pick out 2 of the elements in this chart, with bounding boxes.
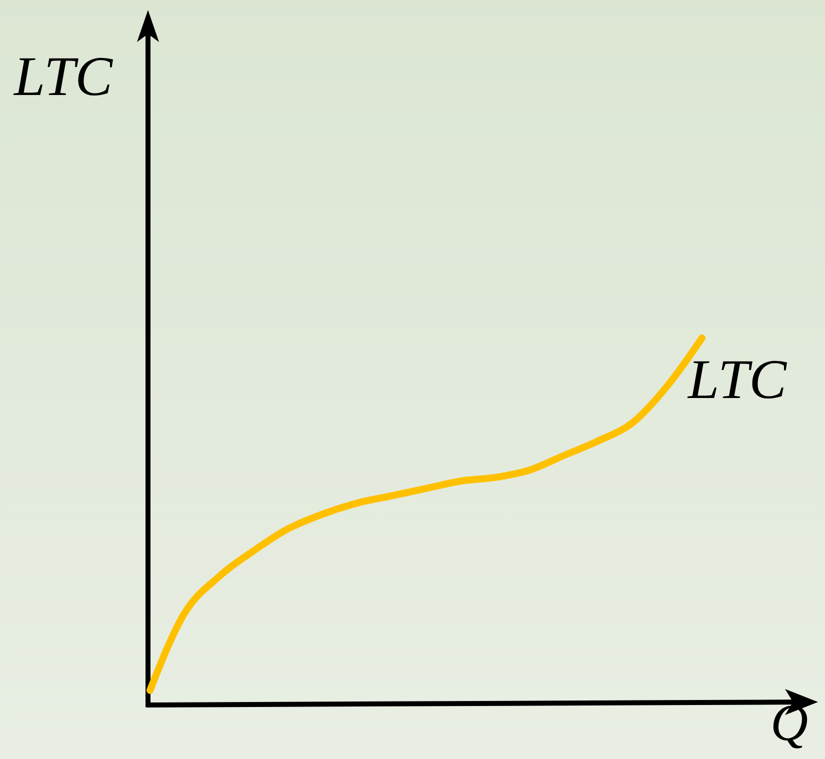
- y-axis-title: LTC: [13, 46, 114, 108]
- series-label: LTC: [687, 349, 788, 411]
